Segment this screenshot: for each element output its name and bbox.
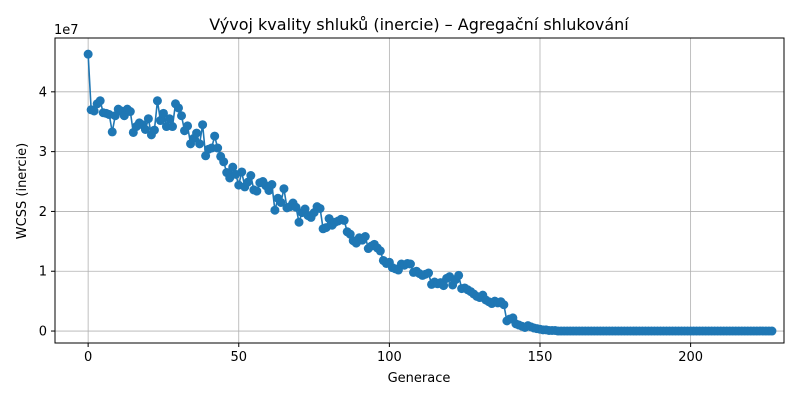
data-point (149, 125, 159, 135)
data-point (339, 215, 349, 225)
data-point (167, 122, 177, 132)
data-point (228, 162, 238, 172)
data-point (140, 125, 150, 134)
data-point (270, 205, 280, 215)
data-point (439, 281, 449, 291)
data-point (375, 246, 385, 256)
y-tick-label: 2 (39, 205, 47, 220)
data-point (183, 121, 193, 131)
y-offset-label: 1e7 (54, 23, 79, 38)
data-point (195, 139, 205, 149)
data-point (246, 171, 256, 181)
data-point (424, 268, 434, 278)
data-point (405, 259, 415, 269)
data-point (155, 116, 165, 126)
y-tick-label: 3 (39, 145, 47, 160)
data-point (174, 103, 184, 113)
x-tick-label: 150 (528, 350, 553, 365)
data-point (267, 180, 277, 190)
plot-frame (54, 37, 785, 344)
y-tick-label: 1 (39, 265, 47, 280)
data-point (454, 270, 464, 280)
data-point (499, 300, 509, 310)
data-point (95, 96, 105, 106)
data-point (213, 143, 223, 153)
data-point (279, 184, 289, 194)
data-point (360, 232, 370, 242)
series-line (87, 54, 772, 332)
x-tick-label: 50 (230, 350, 247, 365)
axis-ticks: 0 50 100 150 200 0 1 2 3 4 (39, 85, 703, 365)
data-point (177, 111, 187, 121)
y-tick-label: 0 (39, 325, 47, 340)
x-tick-label: 100 (377, 350, 402, 365)
y-axis-label: WCSS (inercie) (15, 143, 30, 239)
data-point (89, 106, 99, 116)
data-point (125, 107, 135, 117)
data-point (164, 114, 174, 124)
data-point (198, 120, 208, 130)
data-point (767, 326, 777, 336)
x-tick-label: 0 (84, 350, 92, 365)
y-tick-label: 4 (39, 85, 47, 100)
data-point (315, 203, 325, 213)
data-point (237, 167, 247, 177)
data-point (83, 49, 93, 59)
data-point (276, 197, 286, 207)
data-point (158, 108, 168, 118)
data-point (143, 114, 153, 124)
data-point (192, 128, 202, 138)
chart-title: Vývoj kvality shluků (inercie) – Agregač… (209, 15, 629, 34)
x-tick-label: 200 (678, 350, 703, 365)
grid (55, 38, 784, 343)
data-point (252, 186, 262, 196)
series-wcss (83, 49, 777, 336)
data-point (294, 217, 304, 227)
data-point (219, 157, 229, 167)
data-point (152, 96, 162, 106)
data-point (291, 202, 301, 212)
x-axis-label: Generace (388, 371, 451, 386)
data-point (107, 127, 117, 137)
data-point (210, 131, 220, 141)
